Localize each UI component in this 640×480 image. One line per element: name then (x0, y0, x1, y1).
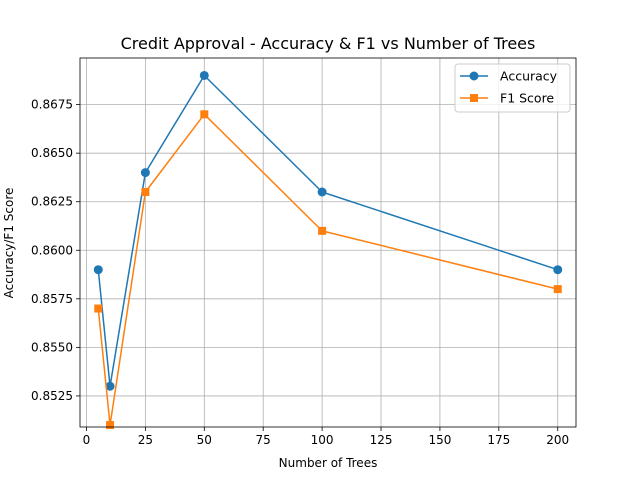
grid (80, 58, 576, 427)
data-point (93, 265, 103, 275)
y-tick-label: 0.8550 (31, 340, 73, 354)
data-point (140, 168, 150, 178)
x-tick-label: 100 (311, 433, 334, 447)
series-0 (93, 70, 563, 391)
data-point (199, 70, 209, 80)
legend-item: F1 Score (460, 91, 554, 106)
x-tick-label: 0 (83, 433, 91, 447)
x-axis-ticks: 0 25 50 75 100 125 150 175 200 (83, 427, 569, 447)
legend: Accuracy F1 Score (454, 63, 571, 113)
data-point (200, 110, 209, 119)
y-tick-label: 0.8575 (31, 292, 73, 306)
y-tick-label: 0.8650 (31, 146, 73, 160)
axes-frame (79, 57, 577, 428)
x-tick-label: 175 (487, 433, 510, 447)
legend-marker (469, 71, 479, 81)
data-point (553, 285, 562, 294)
data-point (553, 265, 563, 275)
y-axis-ticks: 0.8525 0.8550 0.8575 0.8600 0.8625 0.8650 0.86… (31, 98, 80, 403)
y-tick-label: 0.8525 (31, 389, 73, 403)
y-axis-label: Accuracy/F1 Score (2, 188, 16, 299)
x-axis-label: Number of Trees (279, 456, 378, 470)
y-tick-label: 0.8625 (31, 195, 73, 209)
x-tick-label: 150 (428, 433, 451, 447)
legend-item: Accuracy (460, 69, 558, 84)
data-point (106, 421, 115, 430)
legend-label: Accuracy (500, 69, 558, 84)
data-point (318, 226, 327, 235)
plot-area (80, 58, 576, 427)
y-tick-label: 0.8600 (31, 243, 73, 257)
plot-background (80, 58, 576, 427)
series-line (97, 74, 558, 387)
x-tick-label: 200 (546, 433, 569, 447)
legend-label: F1 Score (500, 91, 554, 106)
series-line (97, 113, 558, 426)
y-tick-label: 0.8675 (31, 98, 73, 112)
data-point (105, 381, 115, 391)
chart-title: Credit Approval - Accuracy & F1 vs Numbe… (121, 34, 536, 53)
axes (79, 57, 577, 428)
legend-marker (470, 94, 478, 102)
x-tick-label: 25 (138, 433, 153, 447)
x-tick-label: 50 (197, 433, 212, 447)
series-1 (94, 110, 562, 430)
x-tick-label: 75 (256, 433, 271, 447)
data-point (94, 304, 103, 313)
data-point (141, 188, 150, 197)
x-tick-label: 125 (370, 433, 393, 447)
series-layer (93, 70, 563, 430)
data-point (317, 187, 327, 197)
